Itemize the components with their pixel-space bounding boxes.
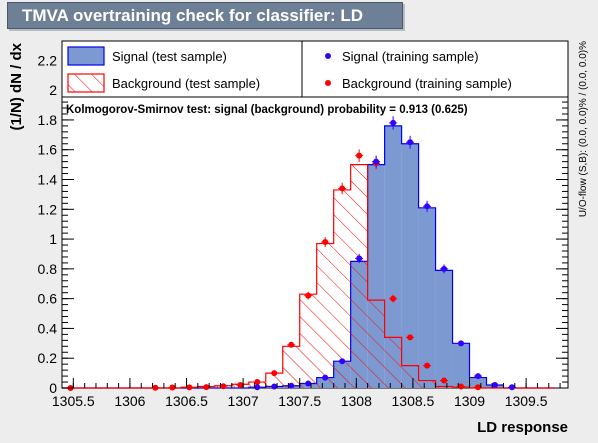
- signal-bin: [469, 377, 487, 388]
- signal-training-point: [356, 255, 363, 262]
- background-bin: [350, 164, 368, 388]
- background-bin: [384, 337, 402, 388]
- legend-background-test-swatch: [67, 73, 105, 93]
- legend-background-training-marker: [325, 80, 331, 86]
- background-bin: [435, 386, 453, 388]
- signal-training-point: [407, 139, 414, 146]
- y-tick-label: 0.8: [38, 261, 58, 277]
- ks-test-annotation: Kolmogorov-Smirnov test: signal (backgro…: [66, 104, 468, 116]
- background-training-point: [407, 334, 414, 341]
- background-training-point: [339, 185, 346, 192]
- signal-training-point: [390, 119, 397, 126]
- background-training-point: [152, 384, 159, 391]
- legend: Signal (test sample) Background (test sam…: [61, 40, 569, 98]
- signal-training-point: [322, 374, 329, 381]
- x-tick-label: 1306: [114, 393, 145, 409]
- background-training-point: [203, 384, 210, 391]
- signal-training-point: [508, 384, 515, 391]
- legend-background-training-label: Background (training sample): [342, 76, 512, 91]
- background-bin: [401, 365, 419, 388]
- signal-bin: [384, 125, 402, 388]
- background-training-point: [356, 152, 363, 159]
- background-bin: [265, 373, 283, 388]
- background-training-point: [475, 384, 482, 391]
- background-training-point: [186, 384, 193, 391]
- background-training-point: [458, 383, 465, 390]
- signal-training-point: [288, 382, 295, 389]
- signal-training-point: [475, 373, 482, 380]
- legend-box-right: [301, 40, 569, 98]
- signal-bin: [452, 343, 470, 388]
- background-training-point: [271, 370, 278, 377]
- y-tick-label: 1.8: [38, 112, 58, 128]
- background-bin: [418, 380, 436, 388]
- y-tick-label: 1.6: [38, 142, 58, 158]
- signal-training-point: [458, 340, 465, 347]
- x-tick-label: 1307.5: [278, 393, 321, 409]
- legend-signal-training-marker: [325, 53, 331, 59]
- background-training-point: [390, 295, 397, 302]
- y-tick-label: 0.2: [38, 350, 58, 366]
- y-tick-label: 1.2: [38, 201, 58, 217]
- background-training-point: [322, 239, 329, 246]
- background-bin: [299, 294, 317, 388]
- signal-training-point: [424, 203, 431, 210]
- y-tick-label: 0.4: [38, 320, 58, 336]
- legend-signal-test-swatch: [67, 46, 105, 66]
- signal-training-point: [491, 382, 498, 389]
- background-bin: [367, 300, 385, 388]
- background-training-point: [441, 377, 448, 384]
- background-bin-outline: [62, 164, 555, 389]
- signal-training-point: [441, 265, 448, 272]
- signal-training-point: [271, 383, 278, 390]
- chart-title: TMVA overtraining check for classifier: …: [22, 6, 364, 25]
- overflow-label: U/O-flow (S,B): (0.0, 0.0)% / (0.0, 0.0)…: [578, 41, 589, 217]
- signal-training-point: [373, 158, 380, 165]
- x-axis-label: LD response: [477, 419, 568, 436]
- background-training-point: [220, 383, 227, 390]
- background-bin: [316, 243, 334, 388]
- signal-training-point: [254, 384, 261, 391]
- y-tick-label: 2: [49, 82, 57, 98]
- background-training-point: [305, 292, 312, 299]
- legend-signal-training-label: Signal (training sample): [342, 49, 479, 64]
- background-bin: [282, 346, 300, 388]
- y-tick-label: 2.2: [38, 52, 58, 68]
- y-tick-label: 0.6: [38, 291, 58, 307]
- background-training-point: [424, 362, 431, 369]
- background-test-histogram: [62, 164, 555, 389]
- background-training-point: [169, 384, 176, 391]
- signal-training-markers: [253, 116, 516, 391]
- x-tick-label: 1307: [228, 393, 259, 409]
- signal-training-point: [305, 380, 312, 387]
- background-training-point: [288, 341, 295, 348]
- x-tick-label: 1308.5: [392, 393, 435, 409]
- signal-bin: [401, 143, 419, 388]
- y-axis-label: (1/N) dN / dx: [8, 42, 25, 130]
- x-tick-label: 1309: [454, 393, 485, 409]
- x-tick-label: 1306.5: [165, 393, 208, 409]
- x-tick-label: 1309.5: [505, 393, 548, 409]
- y-tick-label: 1: [49, 231, 57, 247]
- x-tick-label: 1305.5: [52, 393, 95, 409]
- y-tick-label: 1.4: [38, 172, 58, 188]
- chart-title-box: TMVA overtraining check for classifier: …: [7, 2, 403, 29]
- signal-bin: [435, 270, 453, 388]
- signal-training-point: [339, 358, 346, 365]
- signal-bin: [418, 207, 436, 388]
- x-tick-label: 1308: [341, 393, 372, 409]
- background-training-point: [254, 379, 261, 386]
- y-tick-label: 0: [49, 380, 57, 396]
- background-bin: [333, 189, 351, 388]
- legend-signal-test-label: Signal (test sample): [112, 49, 227, 64]
- background-training-point: [237, 382, 244, 389]
- legend-background-test-label: Background (test sample): [112, 76, 260, 91]
